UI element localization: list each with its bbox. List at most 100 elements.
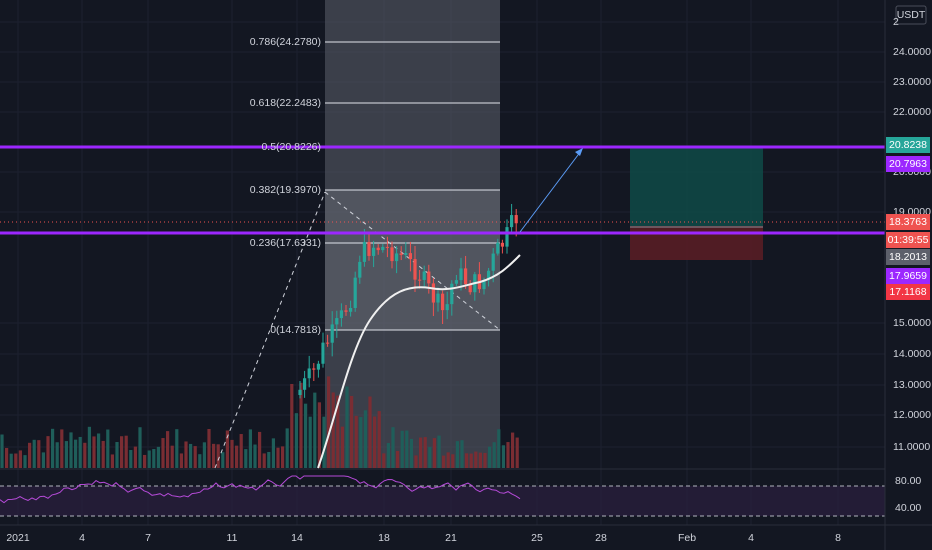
volume-bar <box>308 416 312 468</box>
fib-label: 0.618(22.2483) <box>250 97 321 109</box>
volume-bar <box>359 417 363 468</box>
price-tag: 01:39:55 <box>888 234 929 246</box>
volume-bar <box>138 427 142 468</box>
candle-body <box>303 378 307 390</box>
volume-bar <box>267 451 271 468</box>
candle-body <box>468 284 472 293</box>
volume-bar <box>271 438 275 468</box>
candle-body <box>372 247 376 256</box>
volume-bar <box>69 432 73 468</box>
volume-bar <box>5 447 9 468</box>
time-label: 28 <box>595 532 607 544</box>
volume-bar <box>248 429 252 468</box>
projection-arrow <box>519 150 582 233</box>
volume-bar <box>437 435 441 468</box>
time-label: 14 <box>291 532 303 544</box>
volume-bar <box>78 436 82 468</box>
volume-bar <box>386 443 390 468</box>
volume-bar <box>225 430 229 468</box>
position-profit <box>630 147 763 226</box>
candle-body <box>390 247 394 262</box>
fib-label: 0(14.7818) <box>270 324 321 336</box>
volume-bar <box>382 453 386 468</box>
volume-bar <box>37 440 41 468</box>
volume-bar <box>313 392 317 468</box>
trend-dash <box>214 191 326 469</box>
volume-bar <box>423 437 427 468</box>
volume-bar <box>253 444 257 468</box>
price-label: 22.0000 <box>893 106 931 118</box>
candle-body <box>408 253 412 260</box>
volume-bar <box>446 452 450 468</box>
volume-bar <box>373 416 377 468</box>
rsi-label: 40.00 <box>895 502 921 514</box>
candle-body <box>445 304 449 311</box>
volume-bar <box>60 429 64 468</box>
volume-bar <box>120 436 124 468</box>
volume-bar <box>506 442 510 468</box>
candle-body <box>344 310 348 312</box>
volume-bar <box>363 410 367 468</box>
candle-body <box>431 283 435 303</box>
fib-label: 0.786(24.2780) <box>250 36 321 48</box>
volume-bar <box>92 436 96 468</box>
volume-bar <box>23 455 27 468</box>
volume-bar <box>101 440 105 468</box>
candle-body <box>464 268 468 285</box>
volume <box>0 376 519 468</box>
candle-body <box>385 246 389 248</box>
candle-body <box>335 318 339 325</box>
position-loss <box>630 226 763 260</box>
fib-label: 0.5(20.8226) <box>261 141 321 153</box>
candle-body <box>399 253 403 255</box>
volume-bar <box>74 439 78 468</box>
price-tag: 20.8238 <box>889 139 927 151</box>
volume-bar <box>46 436 50 468</box>
candle-body <box>459 268 463 281</box>
candle-body <box>496 242 500 254</box>
price-tag-bg <box>886 268 930 284</box>
volume-bar <box>497 429 501 468</box>
volume-bar <box>262 453 266 468</box>
price-tag-bg <box>886 232 930 248</box>
price-tag-bg <box>886 214 930 230</box>
currency[interactable]: USDT <box>897 9 926 21</box>
price-label: 12.0000 <box>893 409 931 421</box>
time-label: Feb <box>678 532 696 544</box>
volume-bar <box>515 437 519 468</box>
volume-bar <box>488 446 492 468</box>
price-label: 23.0000 <box>893 76 931 88</box>
volume-bar <box>115 441 119 468</box>
volume-bar <box>170 445 174 468</box>
volume-bar <box>336 395 340 468</box>
time-label: 25 <box>531 532 543 544</box>
price-tag: 18.2013 <box>889 251 927 263</box>
volume-bar <box>400 430 404 468</box>
currency-button[interactable] <box>895 5 927 25</box>
price-label: 14.0000 <box>893 348 931 360</box>
volume-bar <box>478 452 482 468</box>
candle-body <box>316 363 320 370</box>
volume-bar <box>32 439 36 468</box>
price-label: 2 <box>893 16 899 28</box>
price-tag-bg <box>886 284 930 300</box>
volume-bar <box>511 432 515 468</box>
volume-bar <box>110 454 114 468</box>
candle-body <box>413 259 417 280</box>
volume-bar <box>230 439 234 468</box>
volume-bar <box>207 428 211 468</box>
candle-body <box>395 253 399 262</box>
candle-body <box>514 215 518 224</box>
volume-bar <box>368 396 372 468</box>
price-label: 13.0000 <box>893 379 931 391</box>
candle-body <box>427 271 431 284</box>
price-tag: 17.1168 <box>889 286 926 298</box>
candle-body <box>454 280 458 284</box>
volume-bar <box>87 426 91 468</box>
volume-bar <box>244 449 248 468</box>
volume-bar <box>14 453 18 468</box>
time-label: 4 <box>79 532 85 544</box>
volume-bar <box>161 438 165 468</box>
volume-bar <box>460 440 464 468</box>
